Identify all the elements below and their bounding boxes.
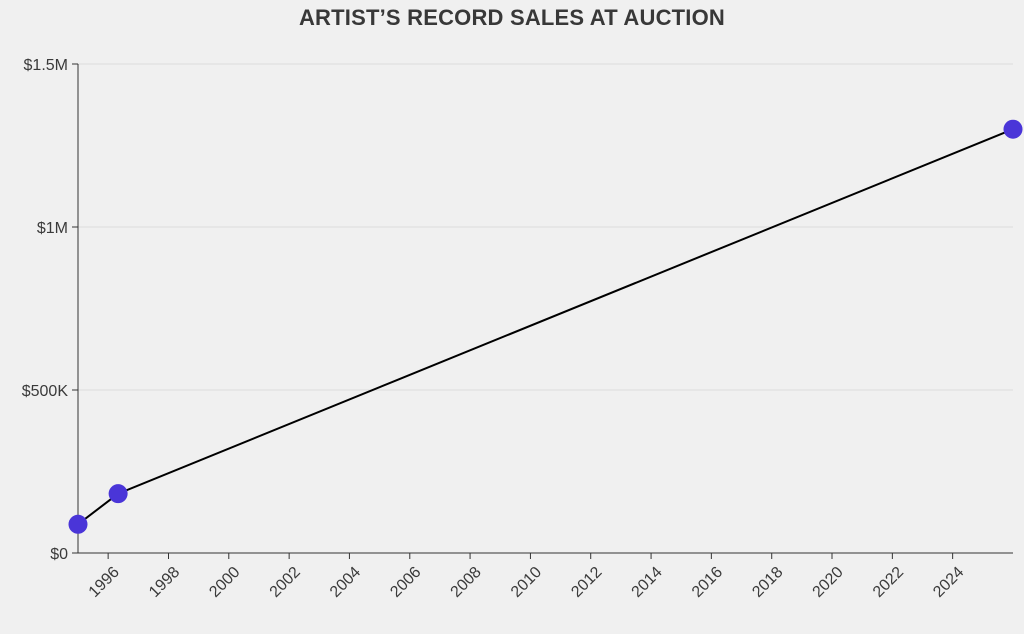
x-tick-label: 2008 [448, 564, 485, 601]
x-tick-label: 2020 [810, 564, 847, 601]
x-tick-label: 2012 [568, 564, 605, 601]
x-tick-label: 2004 [327, 564, 364, 601]
x-tick-label: 2010 [508, 564, 545, 601]
data-point[interactable] [1003, 119, 1023, 139]
data-point[interactable] [68, 514, 88, 534]
x-tick-label: 2014 [629, 564, 666, 601]
series-line [77, 128, 1014, 526]
data-point[interactable] [108, 484, 128, 504]
x-tick-label: 2002 [267, 564, 304, 601]
x-tick-label: 2024 [930, 564, 967, 601]
y-tick-label: $0 [50, 546, 68, 563]
x-tick-label: 2000 [206, 564, 243, 601]
x-tick-label: 2018 [749, 564, 786, 601]
chart-title: ARTIST’S RECORD SALES AT AUCTION [298, 5, 726, 30]
y-tick-label: $1M [37, 220, 68, 237]
x-tick-label: 1998 [146, 564, 183, 601]
x-tick-label: 2022 [870, 564, 907, 601]
x-tick-label: 2006 [387, 564, 424, 601]
y-tick-label: $500K [22, 383, 69, 400]
x-tick-label: 1996 [86, 564, 123, 601]
x-tick-label: 2016 [689, 564, 726, 601]
y-tick-label: $1.5M [24, 57, 68, 74]
